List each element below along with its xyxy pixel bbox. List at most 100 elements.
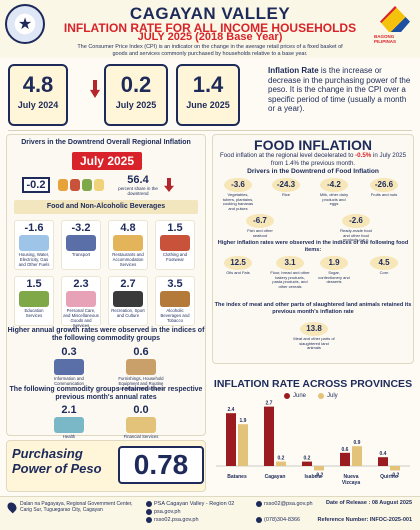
bagong-pilipinas-logo-icon: BAGONG PILIPINAS xyxy=(374,6,416,46)
kpi-july-2024: 4.8 July 2024 xyxy=(8,64,68,126)
chart-title: INFLATION RATE ACROSS PROVINCES xyxy=(213,378,413,390)
bottle-icon xyxy=(160,291,190,307)
commodity-financial: 0.0 Financial Services xyxy=(123,404,159,439)
tick-label: Vizcaya xyxy=(342,480,360,486)
commodity-restaurants: 4.8 Restaurants and Accommodation Service… xyxy=(112,222,144,267)
food-item-sugar: 1.9 Sugar, confectionery and desserts xyxy=(318,256,350,285)
commodity-clothing: 1.5 Clothing and Footwear xyxy=(157,222,193,262)
education-icon xyxy=(19,291,49,307)
money-icon xyxy=(126,417,156,433)
food-inflation-subtitle: Food inflation at the regional level dec… xyxy=(219,152,407,167)
drivers-title: Drivers in the Downtrend Overall Regiona… xyxy=(21,139,191,146)
facebook-icon xyxy=(146,500,152,507)
down-arrow-icon xyxy=(90,80,100,98)
bar-july-batanes xyxy=(238,424,248,466)
data-label: 2.7 xyxy=(266,401,273,407)
commodity-personal-care: 2.3 Personal Care, and Miscellaneous Good… xyxy=(63,278,99,328)
food-inflation-value: -0.2 xyxy=(22,177,50,193)
bar-june-isabela xyxy=(302,461,312,466)
data-label: 0.6 xyxy=(342,447,349,453)
data-label: 0.2 xyxy=(278,456,285,462)
email-icon xyxy=(256,500,262,507)
computer-icon xyxy=(54,359,84,375)
food-item-corn: 4.5 Corn xyxy=(368,256,400,276)
footer-contact: rsso02@psa.gov.ph (078)304-8366 xyxy=(256,500,313,524)
web-icon xyxy=(146,516,152,523)
commodity-education: 1.5 Education Services xyxy=(16,278,52,318)
restaurant-icon xyxy=(113,235,143,251)
bar-july-isabela xyxy=(314,466,324,471)
commodity-transport: -3.2 Transport xyxy=(63,222,99,257)
footer-social: PSA Cagayan Valley - Region 02 psa.gov.p… xyxy=(146,500,234,524)
legend-july: July xyxy=(318,393,338,399)
bar-july-quirino xyxy=(390,466,400,471)
down-arrow-icon xyxy=(164,178,174,192)
food-item-fish: -6.7 Fish and other seafood xyxy=(246,214,274,238)
kpi-july-2025: 0.2 July 2025 xyxy=(104,64,168,126)
region-title: CAGAYAN VALLEY xyxy=(129,4,291,23)
commodity-housing: -1.6 Housing, Water, Electricity, Gas and… xyxy=(18,222,50,267)
data-label: 0.9 xyxy=(354,440,361,446)
food-item-oils: 12.5 Oils and Fats xyxy=(222,256,254,276)
commodity-information: 0.3 Information and Communication xyxy=(54,346,84,386)
data-label: 0.4 xyxy=(380,451,387,457)
inflation-definition: Inflation Rate is the increase or decrea… xyxy=(268,66,411,113)
data-label: 2.4 xyxy=(228,407,235,413)
commodity-health: 2.1 Health xyxy=(46,404,92,439)
commodity-alcohol: 3.5 Alcoholic Beverages and Tobacco xyxy=(160,278,190,323)
personal-care-icon xyxy=(66,291,96,307)
data-label: 0.2 xyxy=(304,456,311,462)
tick-label: Isabela xyxy=(305,474,322,480)
clothing-icon xyxy=(160,235,190,251)
page-title: INFLATION RATE FOR ALL INCOME HOUSEHOLDS xyxy=(63,21,357,35)
kpi-june-2025: 1.4 June 2025 xyxy=(176,64,240,126)
footer-address: Dalan na Pagayaya, Regional Government C… xyxy=(20,501,133,513)
tick-label: Nueva xyxy=(343,474,358,480)
bar-july-cagayan xyxy=(276,461,286,466)
page-period: JULY 2025 (2018 Base Year) xyxy=(137,31,283,43)
bar-june-cagayan xyxy=(264,406,274,466)
percent-share: 56.4 percent share in the downtrend xyxy=(118,174,158,196)
province-bar-chart: 2.41.9Batanes2.70.2Cagayan0.2-0.2Isabela… xyxy=(216,401,410,486)
commodity-furnishings: 0.6 Furnishings, Household Equipment and … xyxy=(117,346,165,391)
food-item-meat: 13.8 Meat and other parts of slaughtered … xyxy=(293,322,335,351)
retained-title: The following commodity groups retained … xyxy=(9,386,203,401)
health-icon xyxy=(54,417,84,433)
psa-logo-icon: ★ xyxy=(5,4,45,44)
data-label: -0.2 xyxy=(315,472,324,478)
commodity-recreation: 2.7 Recreation, Sport and Culture xyxy=(111,278,145,318)
reference-number: Reference Number: INFOC-2025-001 xyxy=(317,517,412,523)
food-item-fruits: -26.6 Fruits and nuts xyxy=(370,178,398,197)
tick-label: Quirino xyxy=(380,474,398,480)
food-basket-icon xyxy=(56,174,106,196)
divider xyxy=(8,130,412,131)
furniture-icon xyxy=(126,359,156,375)
food-item-rice: -24.3 Rice xyxy=(270,178,302,198)
food-item-flour: 3.1 Flour, bread and other bakery product… xyxy=(270,256,310,289)
food-label-band xyxy=(14,200,198,214)
data-label: -0.2 xyxy=(391,472,400,478)
cpi-description: The Consumer Price Index (CPI) is an ind… xyxy=(77,44,343,57)
bar-june-nueva-vizcaya xyxy=(340,452,350,466)
higher-growth-title: Higher annual growth rates were observed… xyxy=(7,327,205,342)
food-higher-title: Higher inflation rates were observed in … xyxy=(217,240,409,253)
bar-june-quirino xyxy=(378,457,388,466)
tick-label: Cagayan xyxy=(265,474,286,480)
footer xyxy=(0,496,420,530)
food-drivers-title: Drivers in the Downtrend of Food Inflati… xyxy=(247,168,379,175)
tick-label: Batanes xyxy=(227,474,247,480)
bicycle-icon xyxy=(113,291,143,307)
data-label: 1.9 xyxy=(240,418,247,424)
car-icon xyxy=(66,235,96,251)
purchasing-power-label: Purchasing Power of Peso xyxy=(12,446,102,476)
food-meat-title: The index of meat and other parts of sla… xyxy=(214,302,412,315)
web-icon xyxy=(146,508,152,515)
food-item-vegetables: -3.6 Vegetables, tubers, plantains, cooki… xyxy=(222,178,254,211)
phone-icon xyxy=(256,516,262,523)
bar-july-nueva-vizcaya xyxy=(352,446,362,466)
legend-june: June xyxy=(284,393,306,399)
drivers-month: July 2025 xyxy=(72,152,142,170)
food-label: Food and Non-Alcoholic Beverages xyxy=(46,203,166,210)
house-icon xyxy=(19,235,49,251)
food-item-ready-made: -2.6 Ready-made food and other food produ… xyxy=(340,214,372,243)
